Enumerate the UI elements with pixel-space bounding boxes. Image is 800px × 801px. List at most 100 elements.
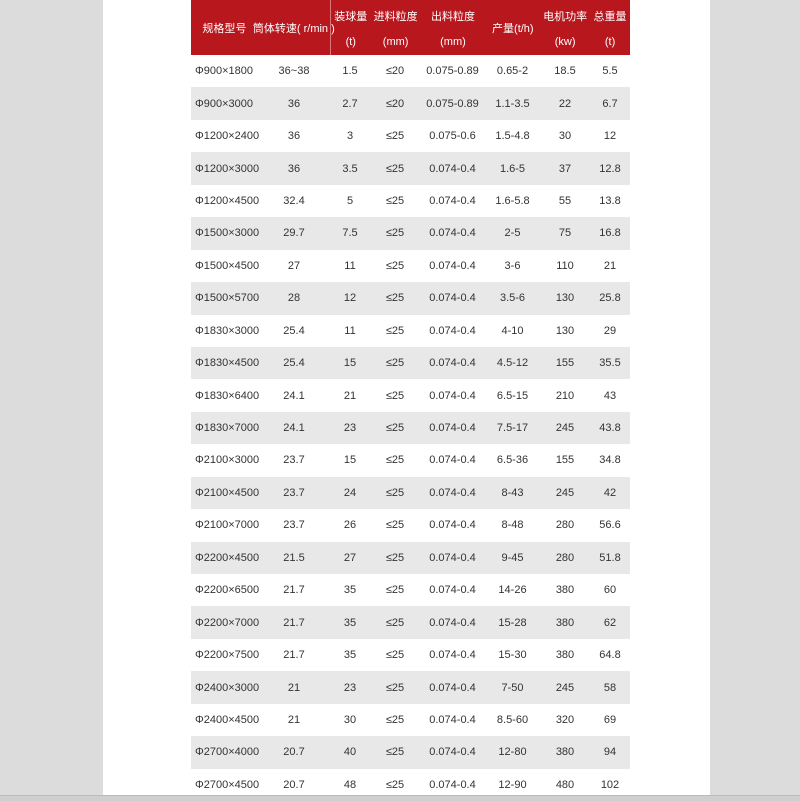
table-cell: 55 xyxy=(558,194,572,207)
table-cell: 0.074-0.4 xyxy=(429,454,476,467)
table-cell: 0.65-2 xyxy=(496,65,529,78)
table-cell: 102 xyxy=(600,778,620,791)
table-cell: 0.074-0.4 xyxy=(429,551,476,564)
table-cell: 130 xyxy=(555,324,575,337)
table-row: Φ2700×4500 20.7 48 ≤25 0.074-0.4 12-90 480 102 xyxy=(191,769,630,801)
table-cell: 21 xyxy=(603,259,617,272)
table-row: Φ1200×2400 36 3 ≤25 0.075-0.6 1.5-4.8 30 12 xyxy=(191,120,630,152)
table-row: Φ900×3000 36 2.7 ≤20 0.075-0.89 1.1-3.5 22 6.7 xyxy=(191,87,630,120)
table-cell: 11 xyxy=(344,324,356,337)
header-label: 规格型号 xyxy=(202,22,247,35)
table-cell: 3-6 xyxy=(504,259,521,272)
table-cell: 280 xyxy=(555,519,575,532)
table-cell: 12-90 xyxy=(498,778,527,791)
table-cell: 21 xyxy=(287,713,301,726)
table-cell: 64.8 xyxy=(599,649,621,662)
table-row: Φ2100×3000 23.7 15 ≤25 0.074-0.4 6.5-36 155 34.… xyxy=(191,444,630,476)
table-cell: 7.5-17 xyxy=(496,422,529,435)
header-unit: (t) xyxy=(604,35,616,48)
table-row: Φ2100×7000 23.7 26 ≤25 0.074-0.4 8-48 280 56.6 xyxy=(191,509,630,541)
header-label: 出料粒度 xyxy=(430,10,475,23)
table-cell: ≤25 xyxy=(385,584,405,597)
table-cell: 0.074-0.4 xyxy=(429,486,476,499)
table-row: Φ2200×6500 21.7 35 ≤25 0.074-0.4 14-26 380 60 xyxy=(191,574,630,606)
header-cell: 出料粒度 (mm) xyxy=(421,0,486,55)
table-cell: 42 xyxy=(603,486,617,499)
table-cell: 69 xyxy=(603,713,617,726)
table-cell: ≤25 xyxy=(385,162,405,175)
table-cell: 12 xyxy=(343,292,357,305)
table-cell: 0.074-0.4 xyxy=(429,649,476,662)
table-cell: 2.7 xyxy=(342,97,358,110)
table-cell: ≤25 xyxy=(385,324,405,337)
table-cell: 30 xyxy=(343,713,357,726)
table-cell: 21.7 xyxy=(283,584,305,597)
table-cell: 245 xyxy=(555,486,575,499)
table-cell: 380 xyxy=(555,649,575,662)
spec-table: 规格型号 筒体转速( r/min ) 装球量 (t) 进料粒度 (mm) 出料粒度 (mm) 产… xyxy=(191,0,630,801)
header-label: 筒体转速( r/min ) xyxy=(252,22,335,35)
table-cell: 25.8 xyxy=(599,292,621,305)
table-cell: Φ900×3000 xyxy=(195,97,254,110)
table-cell: Φ1200×2400 xyxy=(195,130,260,143)
table-cell: 245 xyxy=(555,422,575,435)
table-cell: 11 xyxy=(344,259,356,272)
table-cell: ≤20 xyxy=(385,97,405,110)
table-cell: 0.074-0.4 xyxy=(429,519,476,532)
table-cell: 25.4 xyxy=(283,357,305,370)
table-cell: 0.074-0.4 xyxy=(429,194,476,207)
table-cell: 280 xyxy=(555,551,575,564)
table-row: Φ1830×3000 25.4 11 ≤25 0.074-0.4 4-10 130 29 xyxy=(191,315,630,347)
table-row: Φ1830×7000 24.1 23 ≤25 0.074-0.4 7.5-17 245 43.… xyxy=(191,411,630,445)
table-cell: Φ2200×4500 xyxy=(195,551,260,564)
table-cell: Φ1200×4500 xyxy=(195,194,260,207)
table-cell: 20.7 xyxy=(283,778,305,791)
table-cell: Φ1500×4500 xyxy=(195,259,260,272)
table-cell: 210 xyxy=(555,389,575,402)
table-cell: 245 xyxy=(555,681,575,694)
table-cell: 5.5 xyxy=(602,65,618,78)
table-cell: Φ2100×7000 xyxy=(195,519,260,532)
table-cell: 8-48 xyxy=(501,519,524,532)
table-cell: Φ1830×6400 xyxy=(195,389,260,402)
table-cell: 380 xyxy=(555,746,575,759)
table-cell: ≤25 xyxy=(385,389,405,402)
table-cell: 5 xyxy=(346,194,354,207)
table-cell: 1.1-3.5 xyxy=(495,97,530,110)
header-cell: 进料粒度 (mm) xyxy=(371,0,421,55)
table-cell: 23.7 xyxy=(283,454,305,467)
table-row: Φ1830×6400 24.1 21 ≤25 0.074-0.4 6.5-15 210 43 xyxy=(191,379,630,411)
table-cell: 0.074-0.4 xyxy=(429,357,476,370)
table-cell: 0.075-0.89 xyxy=(426,65,479,78)
table-cell: 58 xyxy=(603,681,617,694)
table-cell: 1.5 xyxy=(342,65,358,78)
table-cell: 155 xyxy=(555,357,575,370)
table-cell: ≤25 xyxy=(385,259,405,272)
table-row: Φ900×1800 36~38 1.5 ≤20 0.075-0.89 0.65-2 18.5… xyxy=(191,55,630,87)
table-cell: Φ2100×3000 xyxy=(195,454,260,467)
table-row: Φ2200×7000 21.7 35 ≤25 0.074-0.4 15-28 380 62 xyxy=(191,606,630,639)
table-cell: 15 xyxy=(343,454,357,467)
status-bar xyxy=(0,795,800,801)
table-cell: 23.7 xyxy=(283,486,305,499)
header-label: 产量(t/h) xyxy=(492,22,534,35)
table-row: Φ2400×3000 21 23 ≤25 0.074-0.4 7-50 245 58 xyxy=(191,671,630,704)
table-cell: 23.7 xyxy=(283,519,305,532)
table-cell: 12 xyxy=(603,130,617,143)
table-row: Φ1500×4500 27 11 ≤25 0.074-0.4 3-6 110 21 xyxy=(191,250,630,282)
table-cell: 21.7 xyxy=(283,616,305,629)
table-cell: Φ1830×4500 xyxy=(195,357,260,370)
table-cell: 24.1 xyxy=(283,389,305,402)
table-cell: Φ2400×4500 xyxy=(195,713,260,726)
table-cell: 0.075-0.89 xyxy=(426,97,479,110)
table-cell: 60 xyxy=(603,584,617,597)
table-cell: 14-26 xyxy=(498,584,527,597)
table-row: Φ1830×4500 25.4 15 ≤25 0.074-0.4 4.5-12 155 35.… xyxy=(191,346,630,380)
table-cell: 0.074-0.4 xyxy=(429,681,476,694)
table-cell: 21 xyxy=(287,681,301,694)
table-row: Φ2200×4500 21.5 27 ≤25 0.074-0.4 9-45 280 51.8 xyxy=(191,541,630,574)
document-page xyxy=(103,0,710,795)
table-cell: 320 xyxy=(555,713,575,726)
table-cell: Φ2400×3000 xyxy=(195,681,260,694)
table-cell: Φ1500×5700 xyxy=(195,292,260,305)
